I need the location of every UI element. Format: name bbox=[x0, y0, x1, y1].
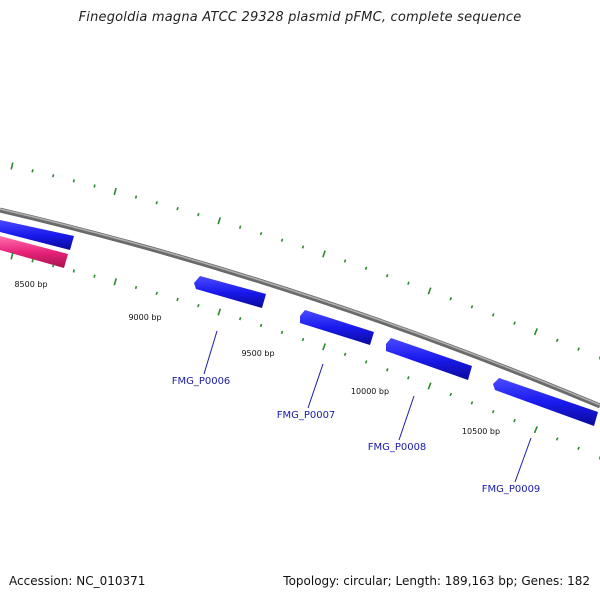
gene-arrow-fmg-p0007[interactable] bbox=[300, 310, 374, 345]
tick-mark bbox=[238, 225, 242, 229]
tick-mark bbox=[385, 273, 389, 278]
ruler-label: 10500 bp bbox=[462, 427, 500, 436]
accession-text: Accession: NC_010371 bbox=[9, 574, 146, 588]
tick-mark bbox=[577, 446, 580, 451]
tick-mark bbox=[470, 305, 474, 309]
tick-mark bbox=[533, 328, 538, 336]
plasmid-backbone-highlight bbox=[0, 208, 600, 406]
tick-mark bbox=[343, 259, 347, 263]
tick-mark bbox=[385, 368, 389, 372]
tick-mark bbox=[513, 321, 516, 325]
tick-mark bbox=[52, 174, 55, 178]
gene-label[interactable]: FMG_P0006 bbox=[172, 376, 231, 387]
tick-mark bbox=[301, 245, 305, 249]
gene-label[interactable]: FMG_P0009 bbox=[482, 484, 541, 495]
tick-mark bbox=[533, 426, 538, 434]
tick-mark bbox=[10, 252, 14, 260]
tick-mark bbox=[280, 238, 284, 242]
tick-mark bbox=[72, 179, 75, 183]
gene-leader-line bbox=[514, 437, 532, 483]
tick-mark bbox=[93, 184, 96, 188]
gene-arrow-fmg-p0009[interactable] bbox=[493, 378, 598, 426]
tick-mark bbox=[427, 287, 432, 295]
tick-mark bbox=[10, 162, 14, 170]
outer-tick-marks bbox=[10, 162, 600, 360]
tick-mark bbox=[217, 308, 222, 316]
tick-mark bbox=[577, 347, 580, 351]
gene-arrow-forward-partial bbox=[0, 220, 74, 250]
tick-mark bbox=[113, 187, 117, 196]
gene-leader-line bbox=[398, 395, 415, 441]
sequence-summary-text: Topology: circular; Length: 189,163 bp; … bbox=[283, 574, 590, 588]
gene-arrow-fmg-p0006[interactable] bbox=[194, 276, 266, 308]
tick-mark bbox=[407, 281, 410, 285]
tick-mark bbox=[197, 303, 200, 308]
tick-mark bbox=[217, 217, 221, 225]
gene-arrow-fmg-p0008[interactable] bbox=[386, 338, 472, 380]
plasmid-backbone bbox=[0, 207, 600, 409]
tick-mark bbox=[470, 401, 474, 405]
tick-mark bbox=[134, 285, 138, 290]
tick-mark bbox=[197, 212, 200, 217]
map-title: Finegoldia magna ATCC 29328 plasmid pFMC… bbox=[78, 10, 522, 25]
ruler-label: 10000 bp bbox=[351, 387, 389, 396]
tick-mark bbox=[555, 338, 559, 343]
tick-mark bbox=[449, 297, 453, 301]
gene-label[interactable]: FMG_P0007 bbox=[277, 410, 336, 421]
tick-mark bbox=[555, 437, 559, 441]
tick-mark bbox=[259, 231, 263, 236]
tick-mark bbox=[176, 206, 179, 211]
tick-mark bbox=[491, 313, 495, 317]
tick-mark bbox=[513, 418, 516, 423]
tick-mark bbox=[407, 376, 410, 380]
tick-mark bbox=[72, 269, 75, 273]
tick-mark bbox=[31, 259, 34, 263]
tick-mark bbox=[322, 343, 326, 351]
tick-mark bbox=[113, 278, 117, 286]
tick-mark bbox=[134, 195, 138, 199]
tick-mark bbox=[280, 330, 284, 335]
ruler-label: 9000 bp bbox=[128, 313, 161, 322]
gene-leader-line bbox=[203, 330, 218, 375]
tick-mark bbox=[155, 291, 158, 296]
tick-mark bbox=[491, 409, 495, 414]
tick-mark bbox=[176, 297, 179, 302]
ruler-label: 9500 bp bbox=[241, 349, 274, 358]
tick-mark bbox=[52, 264, 55, 268]
tick-mark bbox=[343, 352, 347, 356]
tick-mark bbox=[364, 266, 368, 270]
tick-mark bbox=[322, 250, 326, 258]
tick-mark bbox=[155, 201, 158, 205]
tick-mark bbox=[301, 337, 305, 342]
tick-mark bbox=[427, 382, 432, 390]
tick-mark bbox=[31, 169, 34, 173]
gene-arrow-reverse-partial bbox=[0, 236, 68, 268]
tick-mark bbox=[449, 392, 453, 397]
tick-mark bbox=[93, 274, 96, 278]
tick-mark bbox=[364, 360, 368, 364]
gene-leader-line bbox=[307, 363, 324, 409]
tick-mark bbox=[238, 316, 242, 321]
tick-mark bbox=[259, 323, 263, 328]
inner-tick-marks bbox=[10, 252, 600, 460]
gene-label[interactable]: FMG_P0008 bbox=[368, 442, 427, 453]
ruler-label: 8500 bp bbox=[14, 280, 47, 289]
